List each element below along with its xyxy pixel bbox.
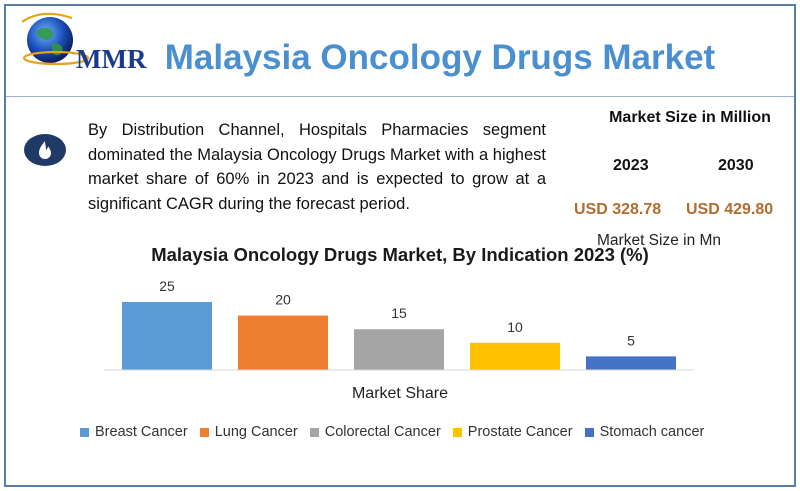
legend-swatch xyxy=(80,427,89,437)
data-label-breast-cancer: 25 xyxy=(159,278,175,294)
market-value-2023: USD 328.78 xyxy=(574,201,662,218)
legend-label: Prostate Cancer xyxy=(467,424,573,440)
logo-text: MMR xyxy=(76,44,147,74)
legend-item-stomach-cancer: Stomach cancer xyxy=(584,424,705,440)
market-size-heading: Market Size in Million xyxy=(609,109,771,126)
legend-item-breast-cancer: Breast Cancer xyxy=(80,424,188,440)
data-label-stomach-cancer: 5 xyxy=(627,332,635,348)
summary-text: By Distribution Channel, Hospitals Pharm… xyxy=(88,121,546,213)
data-label-prostate-cancer: 10 xyxy=(507,319,523,335)
legend-swatch xyxy=(309,427,319,437)
legend-item-colorectal-cancer: Colorectal Cancer xyxy=(309,424,441,440)
globe-icon xyxy=(21,12,90,66)
bars-layer: 25 20 15 10 5 xyxy=(122,278,676,370)
legend-swatch xyxy=(452,427,462,437)
year-2023-label: 2023 xyxy=(613,157,649,174)
year-2030-label: 2030 xyxy=(718,157,754,174)
flame-icon xyxy=(24,134,66,166)
legend-label: Stomach cancer xyxy=(599,424,705,440)
legend-label: Colorectal Cancer xyxy=(324,424,441,440)
legend-label: Breast Cancer xyxy=(95,424,188,440)
bar-prostate-cancer xyxy=(470,342,560,370)
legend-swatch xyxy=(199,427,209,437)
bar-breast-cancer xyxy=(122,302,212,370)
legend-item-lung-cancer: Lung Cancer xyxy=(199,424,298,440)
market-size-unit: Market Size in Mn xyxy=(597,232,722,249)
legend-swatch xyxy=(584,427,594,437)
chart-legend: Breast Cancer Lung Cancer Colorectal Cance… xyxy=(80,423,716,441)
bar-lung-cancer xyxy=(238,315,328,370)
chart-title: Malaysia Oncology Drugs Market, By Indic… xyxy=(151,244,649,265)
legend-label: Lung Cancer xyxy=(214,424,298,440)
bar-stomach-cancer xyxy=(586,356,676,370)
data-label-colorectal-cancer: 15 xyxy=(391,305,407,321)
data-label-lung-cancer: 20 xyxy=(275,292,291,308)
x-axis-title: Market Share xyxy=(351,385,449,402)
infographic-frame xyxy=(4,4,796,487)
bar-colorectal-cancer xyxy=(354,329,444,370)
page-title: Malaysia Oncology Drugs Market xyxy=(164,38,716,77)
legend-item-prostate-cancer: Prostate Cancer xyxy=(452,424,573,440)
mmr-logo: MMR xyxy=(12,10,152,80)
market-value-2030: USD 429.80 xyxy=(686,201,774,218)
header-divider xyxy=(6,96,794,97)
